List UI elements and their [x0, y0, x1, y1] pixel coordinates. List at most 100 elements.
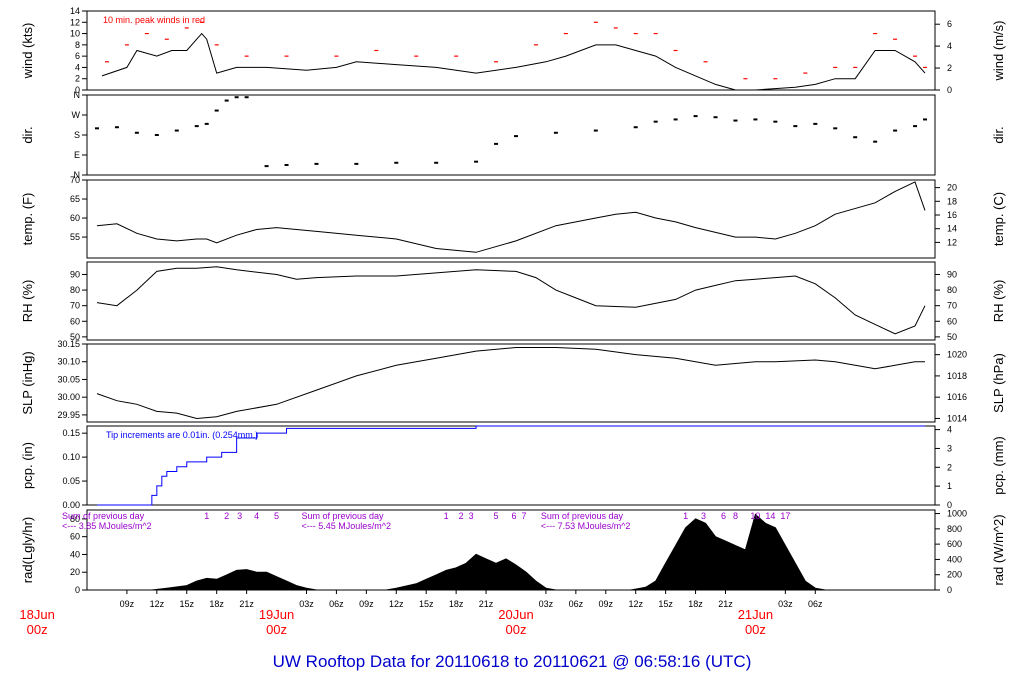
pcp-ylabel-right: pcp. (mm): [991, 436, 1006, 495]
day-sum-value: <--- 3.85 MJoules/m^2: [62, 521, 152, 531]
hour-marker: 1: [683, 511, 688, 521]
dir-point: [913, 125, 918, 128]
date-label-hour: 00z: [27, 622, 48, 637]
date-label: 19Jun: [259, 607, 294, 622]
dir-point: [833, 127, 838, 130]
temp-ylabel-left: temp. (F): [20, 193, 35, 246]
dir-ytick-label: E: [74, 150, 80, 160]
rad-ytick-label: 0: [75, 585, 80, 595]
dir-point: [174, 129, 179, 132]
x-tick-label: 21z: [239, 599, 254, 609]
dir-point: [94, 127, 99, 130]
date-label: 20Jun: [498, 607, 533, 622]
wind-ytick-label: 0: [75, 85, 80, 95]
hour-marker: 6: [721, 511, 726, 521]
pcp-ytick-label: 0.10: [62, 452, 80, 462]
dir-point: [713, 116, 718, 119]
hour-marker: 10: [750, 511, 760, 521]
x-tick-label: 03z: [299, 599, 314, 609]
hour-marker: 6: [511, 511, 516, 521]
wind-ytick-label: 14: [70, 6, 80, 16]
panel-rh: RH (%) RH (%) 50 60 70 80 90 50 60 70 80 90: [20, 261, 1006, 342]
rh-ytick-right-label: 90: [947, 269, 957, 279]
temp-ytick-right-label: 18: [947, 196, 957, 206]
dir-point: [214, 109, 219, 112]
temp-ytick-right-label: 16: [947, 210, 957, 220]
temp-ytick-label: 60: [70, 213, 80, 223]
x-tick-label: 21z: [479, 599, 494, 609]
rad-ylabel-right: rad (W/m^2): [991, 514, 1006, 585]
rad-ytick-right-label: 400: [947, 554, 962, 564]
wind-ylabel-right: wind (m/s): [991, 21, 1006, 82]
wind-ylabel-left: wind (kts): [20, 23, 35, 80]
slp-ytick-label: 29.95: [57, 410, 80, 420]
x-tick-label: 06z: [569, 599, 584, 609]
dir-point: [673, 118, 678, 121]
panel-rad: rad(Lgly/hr) rad (W/m^2)02040608002004006…: [20, 509, 1006, 595]
day-sum-label: Sum of previous day: [301, 511, 384, 521]
dir-ylabel-right: dir.: [991, 126, 1006, 143]
dir-point: [923, 118, 928, 121]
temp-ytick-right-label: 20: [947, 183, 957, 193]
rad-ytick-right-label: 800: [947, 524, 962, 534]
dir-point: [134, 131, 139, 134]
wind-ytick-label: 2: [75, 74, 80, 84]
rh-ylabel-right: RH (%): [991, 280, 1006, 323]
slp-ytick-right-label: 1020: [947, 350, 967, 360]
wind-annotation: 10 min. peak winds in red: [103, 15, 205, 25]
panel-slp: SLP (inHg) SLP (hPa) 29.95 30.00 30.05 30.10 3…: [20, 339, 1006, 423]
rad-ylabel-left: rad(Lgly/hr): [20, 517, 35, 583]
dir-point: [593, 129, 598, 132]
x-tick-label: 09z: [599, 599, 614, 609]
rh-ytick-label: 50: [70, 332, 80, 342]
hour-marker: 3: [237, 511, 242, 521]
slp-series-line: [96, 347, 925, 420]
precip-line: [96, 425, 926, 506]
rh-ytick-label: 80: [70, 285, 80, 295]
slp-ylabel-left: SLP (inHg): [20, 351, 35, 414]
dir-point: [234, 96, 239, 99]
dir-point: [354, 162, 359, 165]
wind-ytick-label: 8: [75, 40, 80, 50]
wind-frame: [86, 10, 936, 91]
dir-point: [474, 160, 479, 163]
date-label-hour: 00z: [506, 622, 527, 637]
date-label-hour: 00z: [745, 622, 766, 637]
rad-ytick-label: 40: [70, 549, 80, 559]
dir-point: [204, 122, 209, 125]
rh-ytick-label: 60: [70, 316, 80, 326]
rh-ylabel-left: RH (%): [20, 280, 35, 323]
x-tick-label: 09z: [120, 599, 135, 609]
wind-ytick-right-label: 2: [947, 63, 952, 73]
x-tick-label: 03z: [539, 599, 554, 609]
date-label-hour: 00z: [266, 622, 287, 637]
slp-ytick-label: 30.05: [57, 374, 80, 384]
x-tick-label: 06z: [329, 599, 344, 609]
pcp-ytick-right-label: 2: [947, 462, 952, 472]
pcp-ytick-label: 0.00: [62, 500, 80, 510]
dir-ytick-label: N: [74, 170, 81, 180]
rh-ytick-label: 90: [70, 269, 80, 279]
rh-ytick-right-label: 60: [947, 316, 957, 326]
temp-ytick-label: 65: [70, 194, 80, 204]
figure-title: UW Rooftop Data for 20110618 to 20110621…: [273, 652, 752, 671]
rad-ytick-right-label: 600: [947, 539, 962, 549]
hour-marker: 2: [459, 511, 464, 521]
rh-series-line: [96, 266, 926, 335]
temp-ylabel-right: temp. (C): [991, 192, 1006, 246]
dir-point: [194, 125, 199, 128]
rad-ytick-label: 80: [70, 514, 80, 524]
wind-ytick-label: 4: [75, 62, 80, 72]
dir-point: [224, 99, 229, 102]
hour-marker: 17: [780, 511, 790, 521]
temp-series-line: [96, 181, 926, 253]
x-tick-label: 15z: [658, 599, 673, 609]
wind-ytick-right-label: 0: [947, 85, 952, 95]
slp-ytick-right-label: 1014: [947, 413, 967, 423]
panel-temp: temp. (F) temp. (C) 55 60 65 70 12 14 16 18 20: [20, 175, 1006, 259]
dir-point: [513, 135, 518, 138]
rad-ytick-label: 20: [70, 567, 80, 577]
dir-point: [244, 96, 249, 99]
date-label: 18Jun: [19, 607, 54, 622]
rh-ytick-right-label: 80: [947, 285, 957, 295]
